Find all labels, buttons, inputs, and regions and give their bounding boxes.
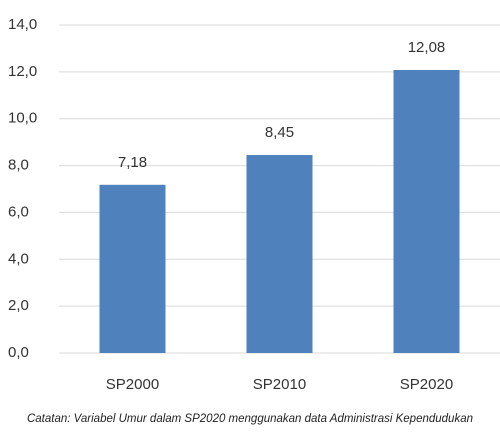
bar bbox=[99, 184, 166, 353]
bar bbox=[246, 155, 313, 353]
y-tick-label: 8,0 bbox=[8, 157, 29, 174]
bar bbox=[393, 69, 460, 354]
y-tick-label: 6,0 bbox=[8, 203, 29, 220]
y-tick-label: 2,0 bbox=[8, 297, 29, 314]
y-tick-label: 12,0 bbox=[8, 63, 37, 80]
x-tick-label: SP2020 bbox=[400, 376, 453, 393]
value-label: 8,45 bbox=[265, 124, 294, 141]
x-tick-label: SP2000 bbox=[106, 376, 159, 393]
y-tick-label: 10,0 bbox=[8, 110, 37, 127]
y-tick-label: 4,0 bbox=[8, 250, 29, 267]
value-label: 12,08 bbox=[408, 39, 446, 56]
y-tick-label: 14,0 bbox=[8, 16, 37, 33]
value-label: 7,18 bbox=[118, 154, 147, 171]
note: Catatan: Variabel Umur dalam SP2020 meng… bbox=[27, 413, 473, 425]
y-tick-label: 0,0 bbox=[8, 344, 29, 361]
x-tick-label: SP2010 bbox=[253, 376, 306, 393]
